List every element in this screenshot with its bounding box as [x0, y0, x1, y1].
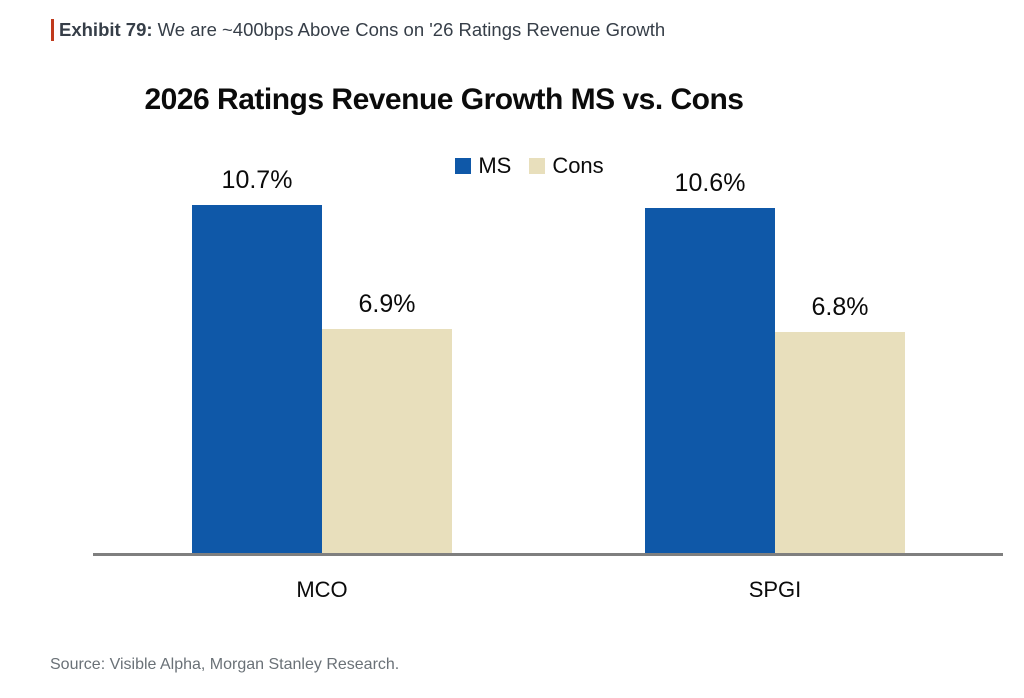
legend-swatch-cons [529, 158, 546, 174]
bar-value-label-ms-spgi: 10.6% [674, 169, 746, 197]
bar-cons-mco [322, 329, 452, 553]
bar-ms-mco [192, 205, 322, 553]
chart-title: 2026 Ratings Revenue Growth MS vs. Cons [144, 83, 744, 116]
x-axis-line [93, 553, 1003, 556]
exhibit-accent-bar [51, 19, 54, 41]
exhibit-number-label: Exhibit 79: [59, 19, 153, 40]
source-note: Source: Visible Alpha, Morgan Stanley Re… [50, 656, 400, 673]
x-axis-label-mco: MCO [296, 577, 348, 602]
bar-cons-spgi [775, 332, 905, 553]
legend-swatch-ms [455, 158, 472, 174]
bar-value-label-cons-mco: 6.9% [358, 290, 416, 318]
bar-value-label-cons-spgi: 6.8% [811, 293, 869, 321]
legend-label-ms: MS [478, 153, 512, 178]
exhibit-caption: We are ~400bps Above Cons on '26 Ratings… [157, 19, 666, 40]
legend-item-cons: Cons [529, 153, 604, 179]
legend-label-cons: Cons [552, 153, 604, 178]
exhibit-header: Exhibit 79: We are ~400bps Above Cons on… [51, 19, 665, 41]
chart-legend: MS Cons [94, 153, 965, 179]
plot-area: 10.7% 6.9% MCO 10.6% 6.8% SPGI [93, 140, 1003, 602]
x-axis-label-spgi: SPGI [748, 577, 802, 602]
bar-ms-spgi [645, 208, 775, 553]
bar-value-label-ms-mco: 10.7% [221, 166, 293, 194]
legend-item-ms: MS [455, 153, 511, 179]
